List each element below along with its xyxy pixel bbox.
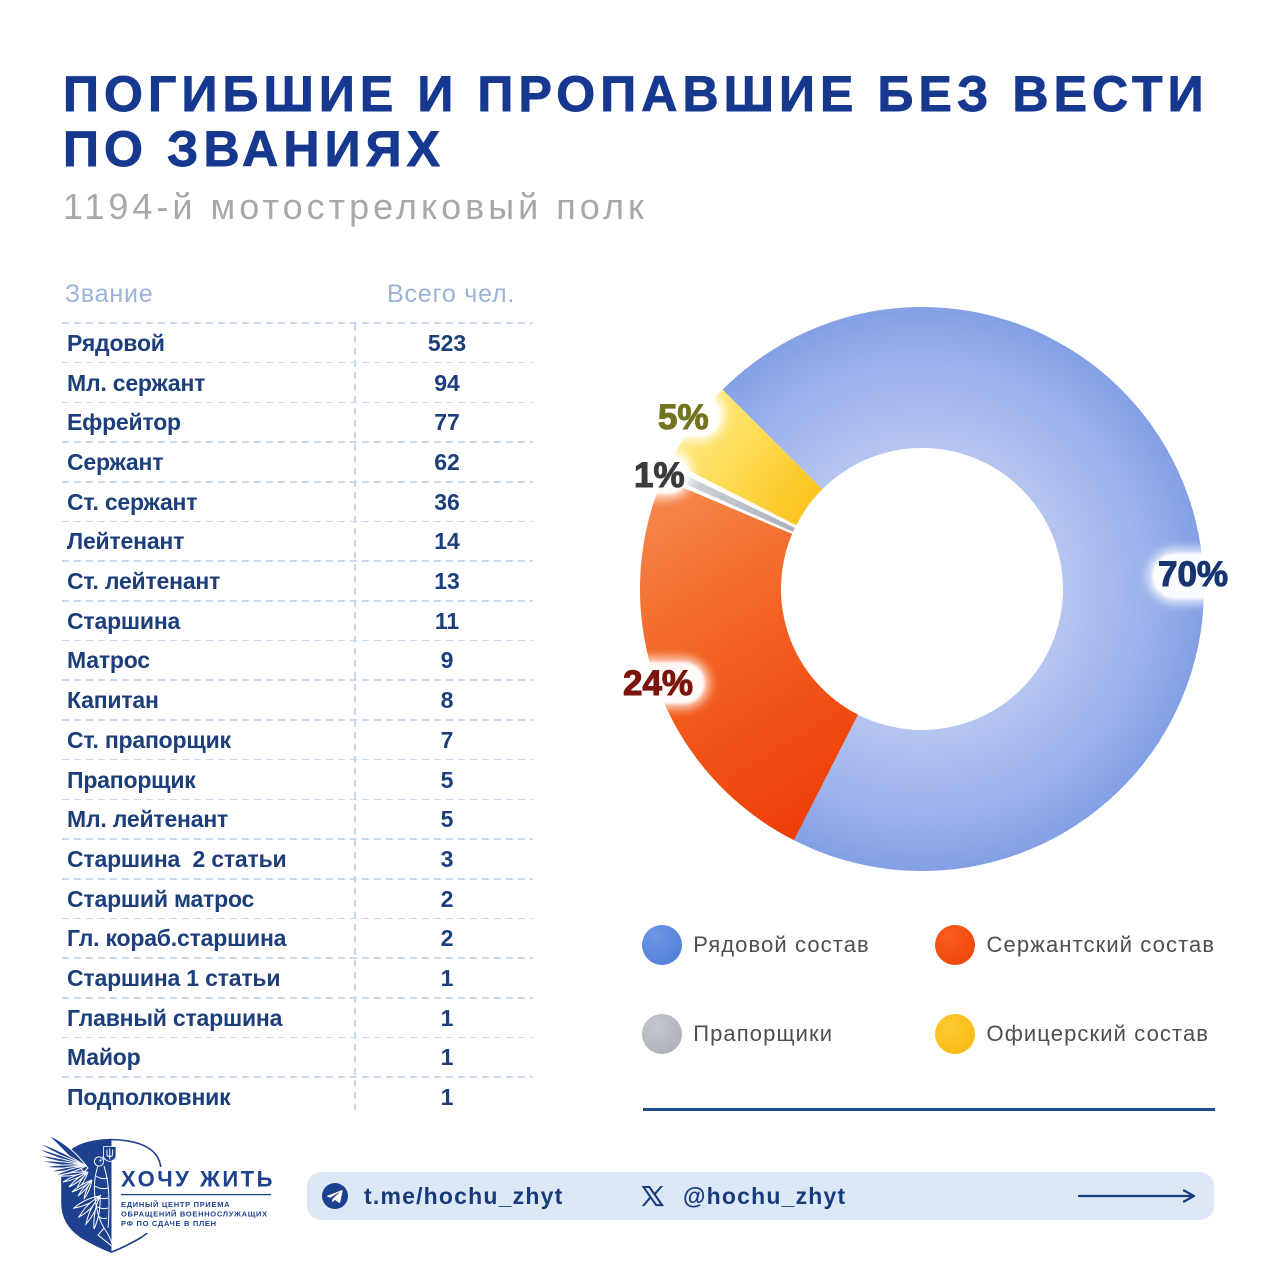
svg-text:ХОЧУ ЖИТЬ: ХОЧУ ЖИТЬ — [121, 1166, 275, 1191]
svg-text:ОБРАЩЕНИЙ ВОЕННОСЛУЖАЩИХ: ОБРАЩЕНИЙ ВОЕННОСЛУЖАЩИХ — [121, 1210, 268, 1219]
svg-text:РФ ПО СДАЧЕ В ПЛЕН: РФ ПО СДАЧЕ В ПЛЕН — [121, 1219, 217, 1228]
svg-text:ЕДИНЫЙ ЦЕНТР ПРИЕМА: ЕДИНЫЙ ЦЕНТР ПРИЕМА — [121, 1200, 230, 1209]
